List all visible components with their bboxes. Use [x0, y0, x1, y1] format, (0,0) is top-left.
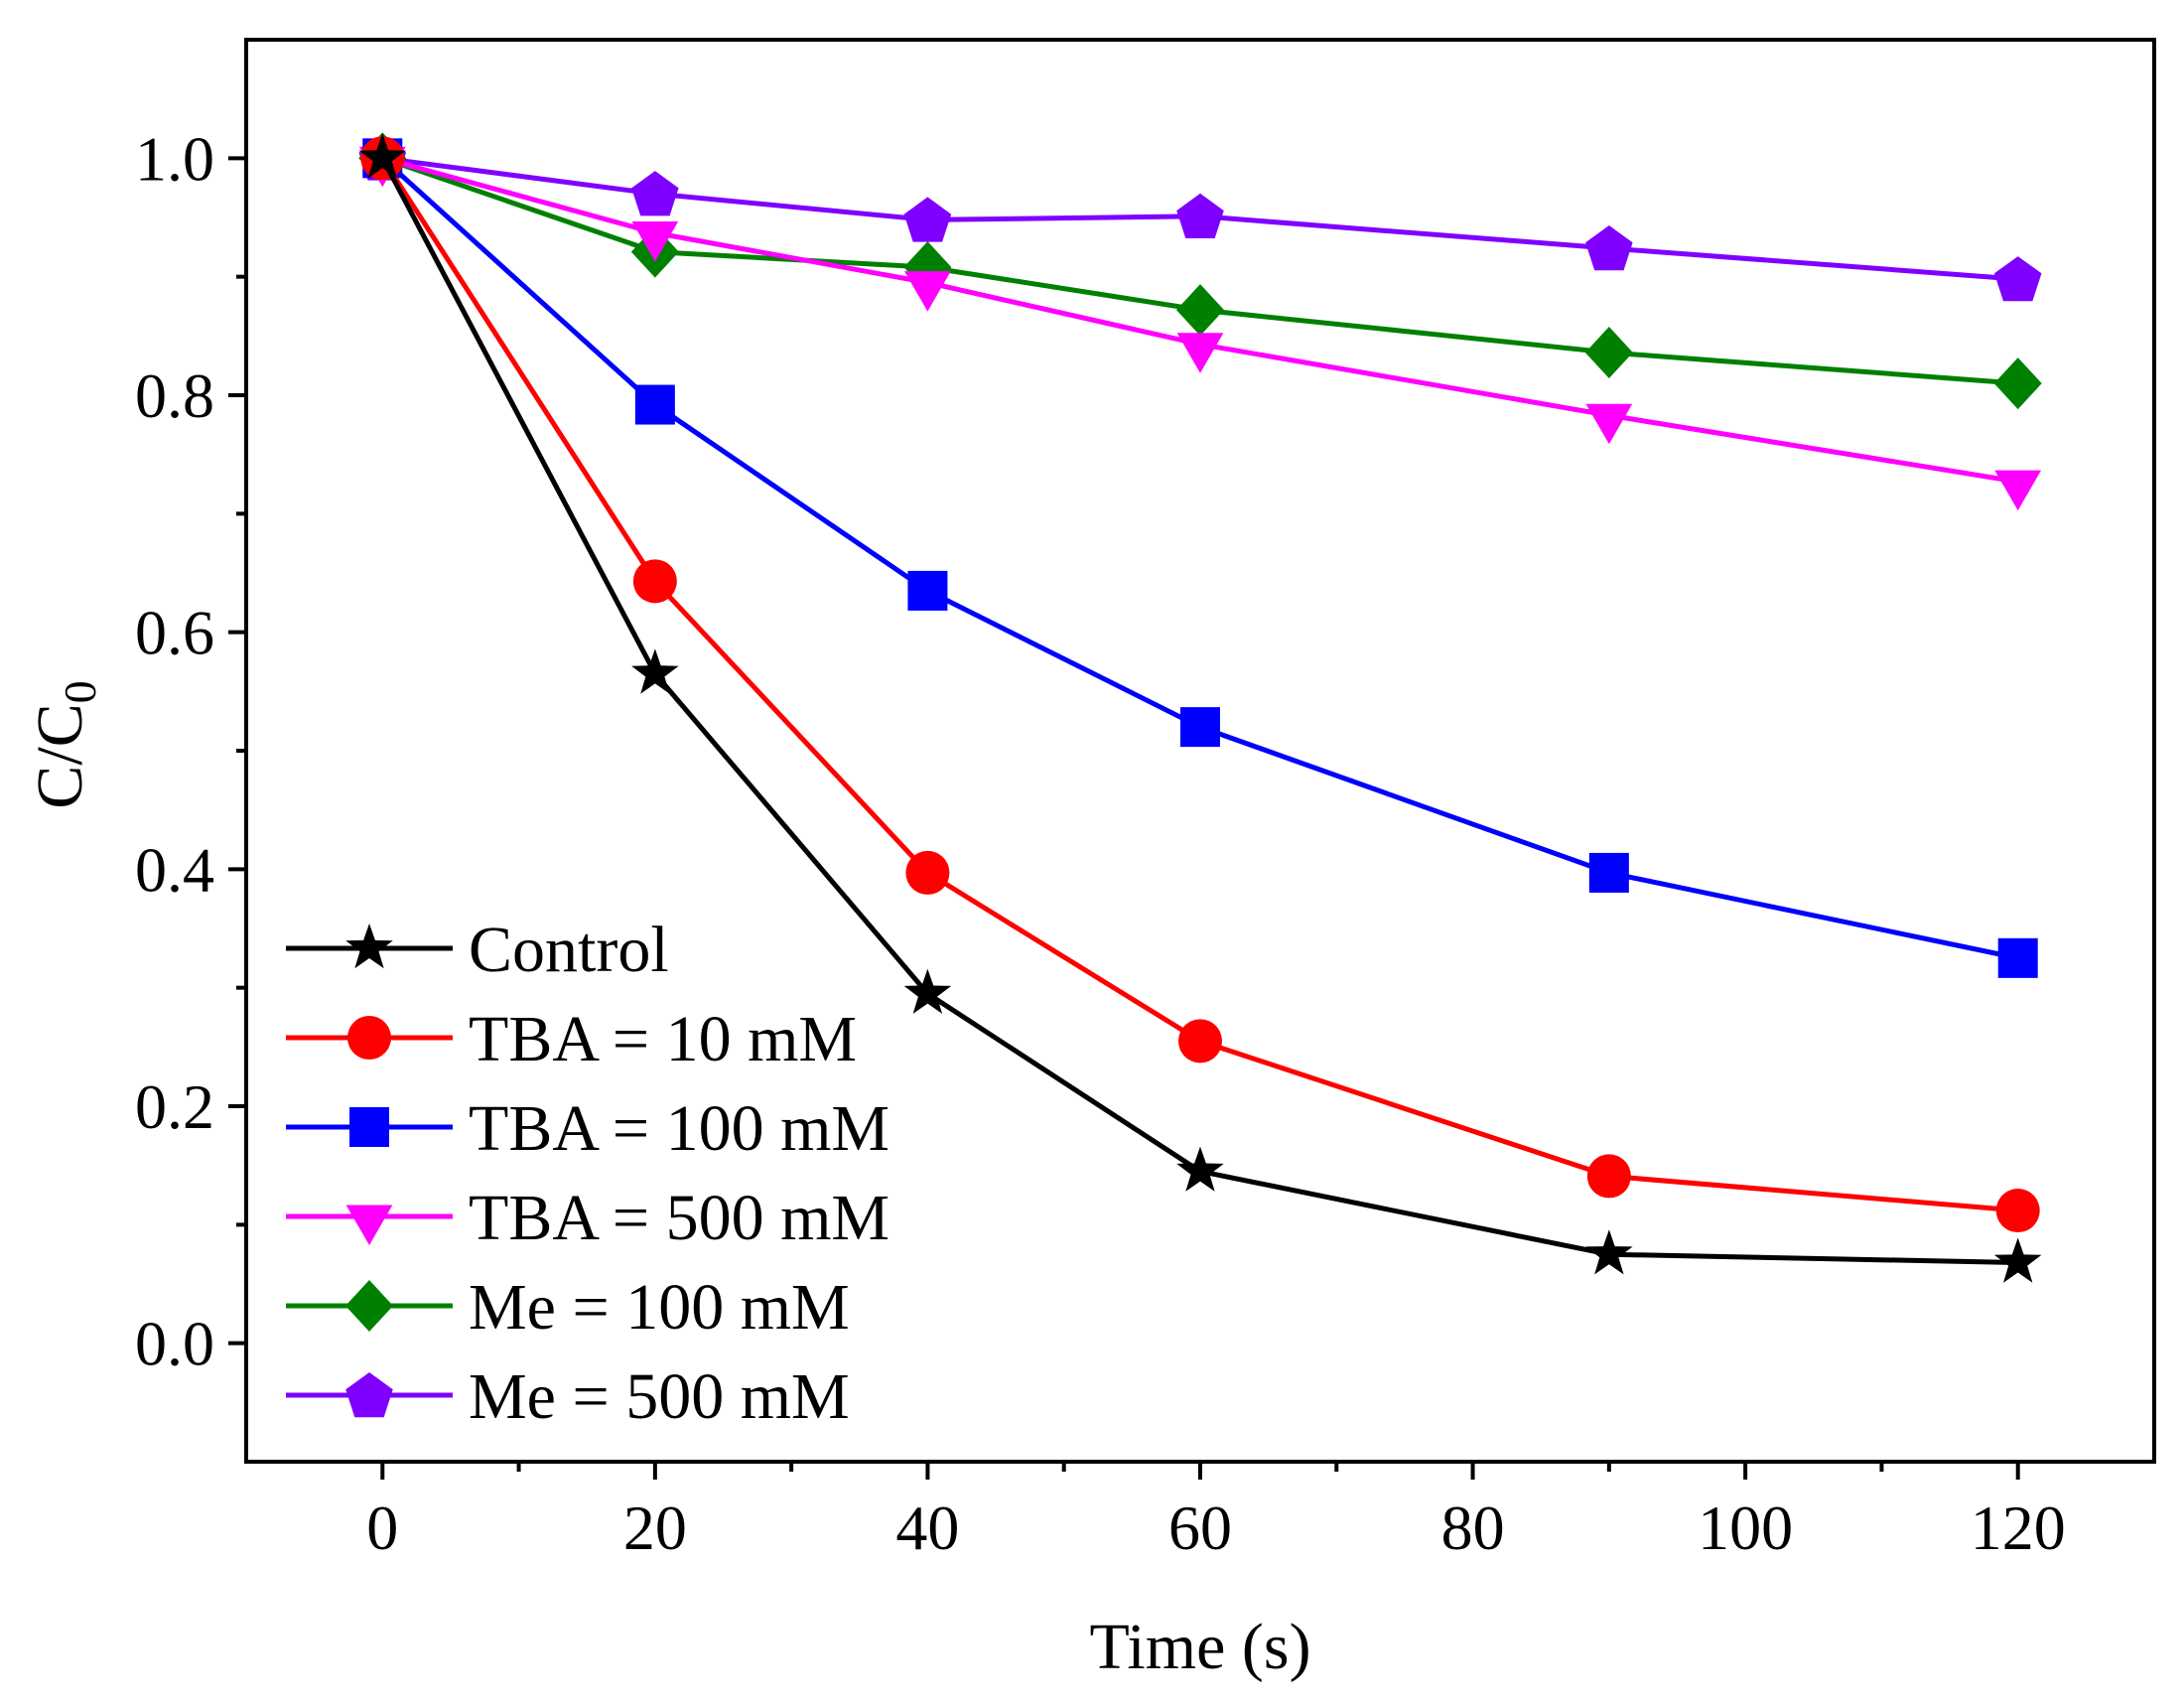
- legend-item: Me = 500 mM: [286, 1360, 850, 1433]
- series-line: [381, 155, 2018, 386]
- data-point: [1585, 403, 1633, 445]
- y-axis-title: C/C0: [24, 680, 105, 808]
- legend-label: Me = 500 mM: [469, 1360, 850, 1433]
- y-tick-label: 0.4: [135, 834, 214, 905]
- data-point: [1588, 852, 1629, 893]
- y-tick-label: 0.6: [135, 598, 214, 668]
- data-point: [631, 648, 679, 694]
- data-point: [903, 197, 952, 242]
- legend-marker: [347, 1016, 391, 1060]
- data-point: [1993, 1237, 2042, 1283]
- data-point: [903, 968, 952, 1014]
- series-control: [358, 133, 2042, 1283]
- data-point: [1585, 225, 1633, 271]
- axes-layer: 0 20 40 60 80 100 120 0.0 0.2 0.4 0.6 0.8 1.0: [135, 123, 2066, 1563]
- x-tick-label: 120: [1971, 1492, 2066, 1563]
- series-line: [380, 156, 2019, 961]
- data-point: [634, 384, 675, 425]
- legend-label: Control: [469, 914, 669, 986]
- data-point: [1993, 256, 2042, 302]
- data-point: [1585, 1229, 1633, 1275]
- plot-frame: [244, 38, 2156, 1464]
- data-point: [907, 570, 948, 611]
- series-line: [381, 155, 2019, 485]
- x-tick-label: 0: [366, 1492, 398, 1563]
- data-point: [1176, 193, 1224, 238]
- data-point: [1176, 284, 1224, 337]
- series-line: [381, 155, 2018, 282]
- y-tick-label: 0.8: [135, 360, 214, 431]
- data-point: [904, 271, 951, 312]
- y-tick-label: 0.2: [135, 1071, 214, 1142]
- legend-marker: [345, 1280, 393, 1332]
- data-point: [1176, 1146, 1224, 1192]
- legend-marker: [345, 924, 393, 969]
- data-point: [1994, 470, 2042, 511]
- y-tick-label: 1.0: [135, 123, 214, 194]
- data-point: [631, 171, 679, 216]
- legend-marker: [349, 1107, 389, 1147]
- legend-item: TBA = 500 mM: [286, 1182, 889, 1254]
- series-layer: [358, 132, 2042, 1283]
- y-axis-title-main: C/C: [24, 703, 96, 808]
- data-point: [1993, 357, 2042, 410]
- data-point: [1586, 1154, 1631, 1199]
- series-line: [380, 157, 2018, 1265]
- legend-label: Me = 100 mM: [469, 1271, 850, 1344]
- x-tick-label: 80: [1441, 1492, 1505, 1563]
- legend-label: TBA = 10 mM: [469, 1003, 857, 1075]
- data-point: [1180, 707, 1220, 748]
- x-axis-title: Time (s): [1089, 1611, 1310, 1683]
- data-point: [1176, 333, 1224, 373]
- x-tick-label: 20: [623, 1492, 687, 1563]
- legend-item: Control: [286, 914, 669, 986]
- series-line: [380, 156, 2018, 1213]
- x-tick-label: 100: [1698, 1492, 1793, 1563]
- data-point: [1995, 1189, 2040, 1233]
- data-point: [1997, 937, 2038, 978]
- data-point: [1178, 1019, 1222, 1064]
- legend-marker: [345, 1372, 393, 1418]
- data-point: [631, 221, 679, 262]
- legend-label: TBA = 100 mM: [469, 1092, 889, 1165]
- x-tick-label: 40: [895, 1492, 959, 1563]
- legend-label: TBA = 500 mM: [469, 1182, 889, 1254]
- legend-item: TBA = 100 mM: [286, 1092, 889, 1165]
- data-point: [632, 559, 677, 604]
- legend-item: TBA = 10 mM: [286, 1003, 857, 1075]
- x-tick-label: 60: [1168, 1492, 1232, 1563]
- legend-marker: [345, 1205, 393, 1245]
- data-point: [1584, 327, 1633, 379]
- y-axis-title-subscript: 0: [55, 680, 105, 703]
- legend: Control TBA = 10 mM TBA = 100 mM TBA = 500 …: [286, 914, 889, 1433]
- legend-item: Me = 100 mM: [286, 1271, 850, 1344]
- data-point: [905, 850, 950, 895]
- y-tick-label: 0.0: [135, 1309, 214, 1379]
- data-point: [358, 133, 407, 179]
